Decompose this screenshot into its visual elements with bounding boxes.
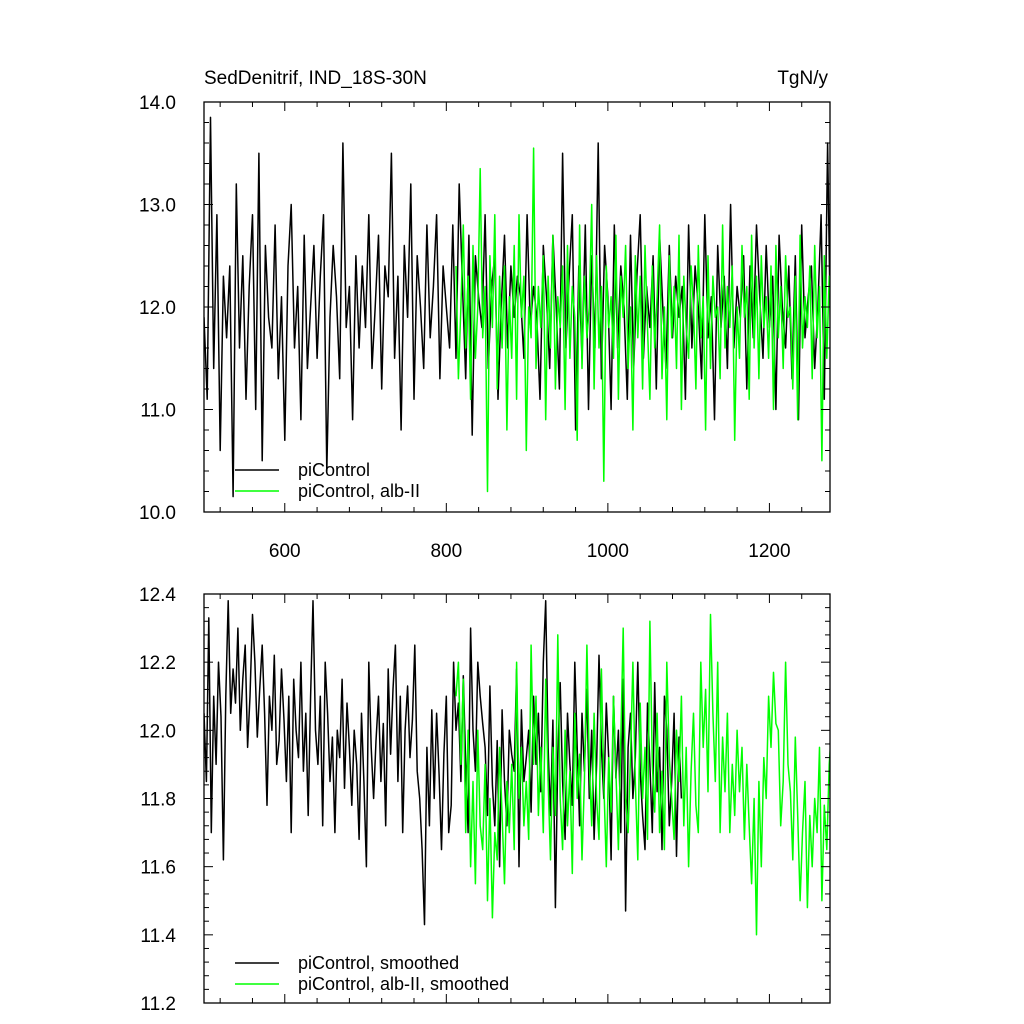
top-x-tick-label: 1200 <box>748 541 790 562</box>
bottom-legend-label-0: piControl, smoothed <box>298 953 459 973</box>
bottom-y-tick-label: 11.8 <box>140 790 176 811</box>
bottom-y-tick-label: 11.2 <box>140 994 176 1015</box>
bottom-plot-frame <box>203 593 831 1004</box>
bottom-y-tick-label: 11.4 <box>140 926 176 947</box>
top-panel: 10.0 11.0 12.0 13.0 14.0 600 800 1000 1200 piCont… <box>139 93 831 562</box>
bottom-series-line-1 <box>455 613 830 936</box>
top-x-tick-label: 600 <box>269 541 301 562</box>
bottom-y-tick-label: 12.0 <box>139 721 176 742</box>
bottom-panel: 11.2 11.4 11.6 11.8 12.0 12.2 12.4 piControl, s… <box>139 585 831 1015</box>
bottom-y-tick-label: 11.6 <box>140 858 176 879</box>
bottom-legend-label-1: piControl, alb-II, smoothed <box>298 974 509 994</box>
bottom-series-line-0 <box>204 600 683 926</box>
top-y-tick-label: 14.0 <box>139 93 176 114</box>
top-legend-label-0: piControl <box>298 460 370 480</box>
top-y-tick-label: 11.0 <box>140 401 176 422</box>
right-title: TgN/y <box>777 68 828 89</box>
left-title: SedDenitrif, IND_18S-30N <box>204 68 427 89</box>
bottom-y-tick-label: 12.2 <box>139 653 176 674</box>
top-y-tick-label: 13.0 <box>139 196 176 217</box>
bottom-y-tick-label: 12.4 <box>139 585 176 606</box>
top-legend-label-1: piControl, alb-II <box>298 481 420 501</box>
top-x-tick-label: 800 <box>430 541 462 562</box>
top-y-tick-label: 12.0 <box>139 298 176 319</box>
top-y-tick-label: 10.0 <box>139 503 176 524</box>
top-series-line-1 <box>455 147 830 493</box>
top-x-tick-label: 1000 <box>587 541 629 562</box>
